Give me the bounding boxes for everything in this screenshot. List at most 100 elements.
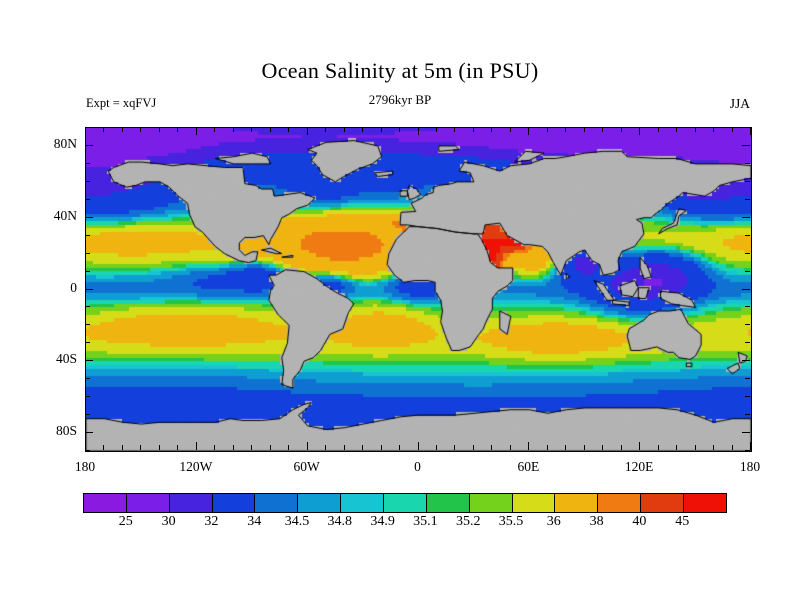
- axis-tick: [307, 127, 308, 135]
- axis-tick: [528, 442, 529, 450]
- axis-tick: [85, 306, 90, 307]
- y-axis-tick-label: 40N: [33, 208, 77, 224]
- colorbar-tick-label: 45: [659, 514, 705, 530]
- axis-tick: [658, 127, 659, 132]
- axis-tick: [103, 127, 104, 132]
- colorbar-tick-label: 32: [188, 514, 234, 530]
- axis-tick: [418, 442, 419, 450]
- y-axis-tick-label: 40S: [33, 351, 77, 367]
- axis-tick: [491, 445, 492, 450]
- axis-tick: [196, 127, 197, 135]
- axis-tick: [750, 127, 751, 135]
- axis-tick: [745, 396, 750, 397]
- axis-tick: [85, 450, 90, 451]
- axis-tick: [742, 145, 750, 146]
- colorbar-tick-label: 38: [574, 514, 620, 530]
- axis-tick: [85, 432, 93, 433]
- colorbar-band: [255, 494, 298, 512]
- axis-tick: [85, 324, 90, 325]
- axis-tick: [288, 127, 289, 132]
- axis-tick: [85, 378, 90, 379]
- axis-tick: [621, 445, 622, 450]
- colorbar-band: [298, 494, 341, 512]
- experiment-label: Expt = xqFVJ: [86, 96, 156, 111]
- axis-tick: [510, 445, 511, 450]
- axis-tick: [713, 445, 714, 450]
- axis-tick: [745, 271, 750, 272]
- axis-tick: [510, 127, 511, 132]
- axis-tick: [621, 127, 622, 132]
- axis-tick: [362, 445, 363, 450]
- colorbar-band: [684, 494, 726, 512]
- axis-tick: [745, 324, 750, 325]
- colorbar-band: [427, 494, 470, 512]
- axis-tick: [695, 127, 696, 132]
- x-axis-tick-label: 120W: [166, 459, 226, 475]
- axis-tick: [745, 199, 750, 200]
- axis-tick: [491, 127, 492, 132]
- axis-tick: [344, 445, 345, 450]
- axis-tick: [362, 127, 363, 132]
- axis-tick: [745, 342, 750, 343]
- colorbar-tick-label: 35.1: [402, 514, 448, 530]
- axis-tick: [418, 127, 419, 135]
- colorbar-band: [127, 494, 170, 512]
- colorbar-tick-label: 36: [531, 514, 577, 530]
- axis-tick: [745, 306, 750, 307]
- axis-tick: [750, 442, 751, 450]
- axis-tick: [85, 271, 90, 272]
- axis-tick: [85, 127, 86, 135]
- axis-tick: [547, 127, 548, 132]
- axis-tick: [742, 360, 750, 361]
- axis-tick: [742, 432, 750, 433]
- salinity-figure: Ocean Salinity at 5m (in PSU) 2796kyr BP…: [0, 0, 800, 600]
- axis-tick: [565, 127, 566, 132]
- axis-tick: [676, 127, 677, 132]
- colorbar-band: [598, 494, 641, 512]
- colorbar-band: [555, 494, 598, 512]
- colorbar-tick-label: 25: [103, 514, 149, 530]
- colorbar-band: [213, 494, 256, 512]
- axis-tick: [85, 289, 93, 290]
- axis-tick: [288, 445, 289, 450]
- axis-tick: [639, 442, 640, 450]
- axis-tick: [381, 127, 382, 132]
- axis-tick: [745, 414, 750, 415]
- axis-tick: [473, 445, 474, 450]
- axis-tick: [732, 127, 733, 132]
- season-label: JJA: [730, 96, 750, 112]
- axis-tick: [436, 445, 437, 450]
- axis-tick: [85, 360, 93, 361]
- colorbar-tick-label: 35.2: [445, 514, 491, 530]
- axis-tick: [85, 442, 86, 450]
- axis-tick: [159, 445, 160, 450]
- salinity-heatmap: [86, 128, 751, 451]
- axis-tick: [85, 127, 90, 128]
- axis-tick: [233, 445, 234, 450]
- colorbar-band: [513, 494, 556, 512]
- axis-tick: [85, 163, 90, 164]
- x-axis-tick-label: 180: [55, 459, 115, 475]
- colorbar-tick-label: 34.8: [317, 514, 363, 530]
- axis-tick: [732, 445, 733, 450]
- axis-tick: [602, 445, 603, 450]
- axis-tick: [695, 445, 696, 450]
- colorbar-tick-label: 34.9: [360, 514, 406, 530]
- axis-tick: [214, 445, 215, 450]
- colorbar-band: [470, 494, 513, 512]
- axis-tick: [270, 445, 271, 450]
- axis-tick: [454, 127, 455, 132]
- axis-tick: [122, 445, 123, 450]
- colorbar-tick-label: 34: [231, 514, 277, 530]
- colorbar-band: [170, 494, 213, 512]
- axis-tick: [177, 127, 178, 132]
- axis-tick: [233, 127, 234, 132]
- axis-tick: [528, 127, 529, 135]
- colorbar-tick-label: 34.5: [274, 514, 320, 530]
- axis-tick: [85, 414, 90, 415]
- axis-tick: [85, 235, 90, 236]
- axis-tick: [745, 450, 750, 451]
- axis-tick: [745, 163, 750, 164]
- axis-tick: [436, 127, 437, 132]
- axis-tick: [745, 378, 750, 379]
